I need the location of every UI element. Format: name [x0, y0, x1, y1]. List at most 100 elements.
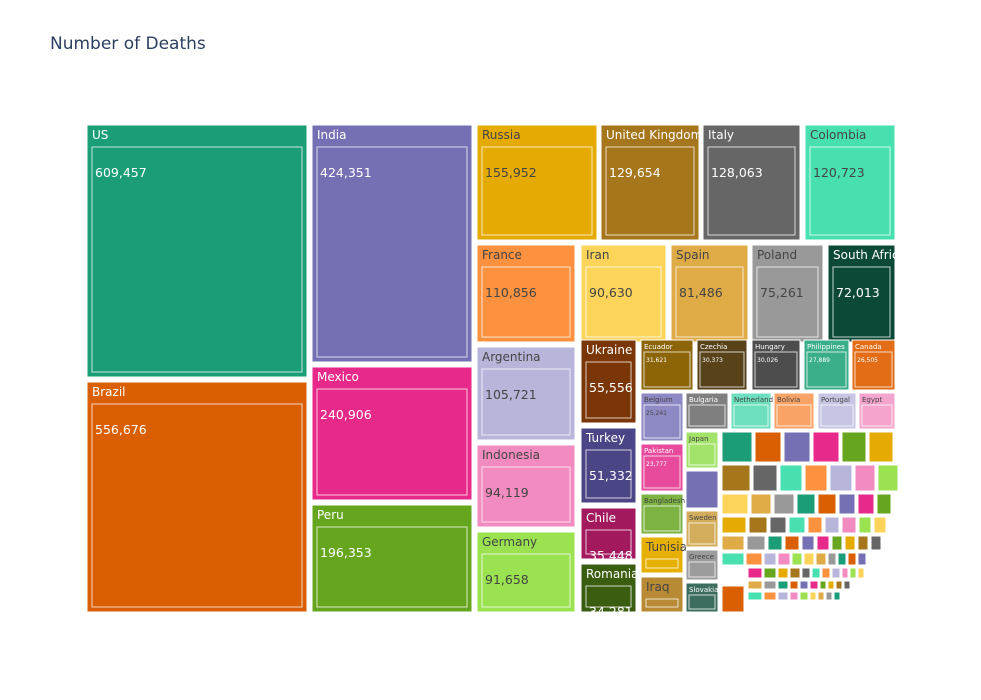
cell-us[interactable]: US 609,457 — [86, 124, 308, 378]
cell-netherlands[interactable]: Netherlands — [730, 392, 777, 430]
small-cell[interactable] — [833, 591, 841, 601]
small-cell[interactable] — [750, 493, 772, 515]
small-cell[interactable] — [868, 431, 894, 463]
small-cell[interactable] — [847, 552, 857, 566]
small-cell[interactable] — [831, 567, 841, 579]
cell-slovakia[interactable]: Slovakia — [685, 582, 719, 613]
small-cell[interactable] — [824, 516, 840, 534]
small-cell[interactable] — [777, 567, 789, 579]
small-cell[interactable] — [841, 567, 849, 579]
cell-hungary[interactable]: Hungary 30,026 — [751, 339, 801, 391]
cell-pakistan[interactable]: Pakistan 23,777 — [640, 443, 684, 492]
small-cell[interactable] — [843, 580, 851, 590]
cell-india[interactable]: India 424,351 — [311, 124, 473, 363]
cell-greece[interactable]: Greece — [685, 549, 719, 581]
small-cell[interactable] — [835, 580, 843, 590]
small-cell[interactable] — [854, 464, 876, 492]
cell-italy[interactable]: Italy 128,063 — [702, 124, 801, 241]
small-cell[interactable] — [747, 580, 763, 590]
cell-philippines[interactable]: Philippines 27,889 — [803, 339, 850, 391]
cell-bangladesh[interactable]: Bangladesh — [640, 493, 685, 535]
small-cell[interactable] — [789, 567, 801, 579]
cell-france[interactable]: France 110,856 — [476, 244, 576, 343]
small-cell[interactable] — [721, 552, 745, 566]
small-cell[interactable] — [811, 567, 821, 579]
small-cell[interactable] — [825, 591, 833, 601]
small-cell[interactable] — [763, 567, 777, 579]
small-cell[interactable] — [721, 585, 745, 613]
small-cell[interactable] — [837, 552, 847, 566]
small-cell[interactable] — [819, 580, 827, 590]
small-cell[interactable] — [801, 567, 811, 579]
small-cell[interactable] — [870, 535, 882, 551]
small-cell[interactable] — [829, 464, 853, 492]
small-cell[interactable] — [721, 535, 745, 551]
small-cell[interactable] — [857, 567, 865, 579]
small-cell[interactable] — [827, 580, 835, 590]
cell-mexico[interactable]: Mexico 240,906 — [311, 366, 473, 501]
cell-colombia[interactable]: Colombia 120,723 — [804, 124, 896, 241]
small-cell[interactable] — [788, 516, 806, 534]
small-cell[interactable] — [763, 580, 777, 590]
cell-ecuador[interactable]: Ecuador 31,621 — [640, 339, 694, 391]
small-cell[interactable] — [827, 552, 837, 566]
cell-czechia[interactable]: Czechia 30,373 — [696, 339, 748, 391]
small-cell[interactable] — [816, 535, 830, 551]
small-cell[interactable] — [857, 552, 867, 566]
small-cell[interactable] — [721, 516, 747, 534]
small-cell[interactable] — [777, 552, 791, 566]
small-cell[interactable] — [838, 493, 856, 515]
small-cell[interactable] — [754, 431, 782, 463]
cell-poland[interactable]: Poland 75,261 — [751, 244, 824, 343]
small-cell[interactable] — [803, 552, 815, 566]
small-cell[interactable] — [773, 493, 795, 515]
small-cell[interactable] — [685, 470, 719, 509]
small-cell[interactable] — [801, 535, 815, 551]
cell-chile[interactable]: Chile 35,448 — [580, 507, 637, 563]
small-cell[interactable] — [841, 516, 857, 534]
small-cell[interactable] — [783, 431, 811, 463]
small-cell[interactable] — [841, 431, 867, 463]
cell-argentina[interactable]: Argentina 105,721 — [476, 346, 576, 441]
small-cell[interactable] — [747, 567, 763, 579]
small-cell[interactable] — [746, 535, 766, 551]
cell-south-africa[interactable]: South Africa 72,013 — [827, 244, 906, 343]
small-cell[interactable] — [858, 516, 872, 534]
cell-portugal[interactable]: Portugal — [817, 392, 857, 430]
small-cell[interactable] — [791, 552, 803, 566]
small-cell[interactable] — [857, 493, 875, 515]
small-cell[interactable] — [745, 552, 763, 566]
cell-bulgaria[interactable]: Bulgaria — [685, 392, 729, 430]
small-cell[interactable] — [789, 580, 799, 590]
small-cell[interactable] — [844, 535, 856, 551]
cell-iran[interactable]: Iran 90,630 — [580, 244, 667, 343]
cell-peru[interactable]: Peru 196,353 — [311, 504, 473, 613]
cell-turkey[interactable]: Turkey 51,332 — [580, 427, 637, 504]
cell-indonesia[interactable]: Indonesia 94,119 — [476, 444, 576, 528]
cell-tunisia[interactable]: Tunisia — [640, 536, 687, 574]
small-cell[interactable] — [752, 464, 778, 492]
small-cell[interactable] — [748, 516, 768, 534]
small-cell[interactable] — [876, 493, 892, 515]
cell-brazil[interactable]: Brazil 556,676 — [86, 381, 308, 613]
small-cell[interactable] — [821, 567, 831, 579]
small-cell[interactable] — [789, 591, 799, 601]
small-cell[interactable] — [763, 591, 777, 601]
small-cell[interactable] — [777, 580, 789, 590]
small-cell[interactable] — [799, 591, 809, 601]
small-cell[interactable] — [831, 535, 843, 551]
small-cell[interactable] — [815, 552, 827, 566]
small-cell[interactable] — [849, 567, 857, 579]
small-cell[interactable] — [804, 464, 828, 492]
cell-canada[interactable]: Canada 26,505 — [851, 339, 896, 391]
small-cell[interactable] — [809, 580, 819, 590]
small-cell[interactable] — [857, 535, 869, 551]
small-cell[interactable] — [817, 493, 837, 515]
small-cell[interactable] — [877, 464, 899, 492]
small-cell[interactable] — [763, 552, 777, 566]
cell-romania[interactable]: Romania 34,281 — [580, 563, 638, 619]
cell-russia[interactable]: Russia 155,952 — [476, 124, 598, 241]
cell-iraq[interactable]: Iraq — [640, 576, 684, 613]
cell-japan[interactable]: Japan — [685, 431, 719, 469]
small-cell[interactable] — [747, 591, 763, 601]
